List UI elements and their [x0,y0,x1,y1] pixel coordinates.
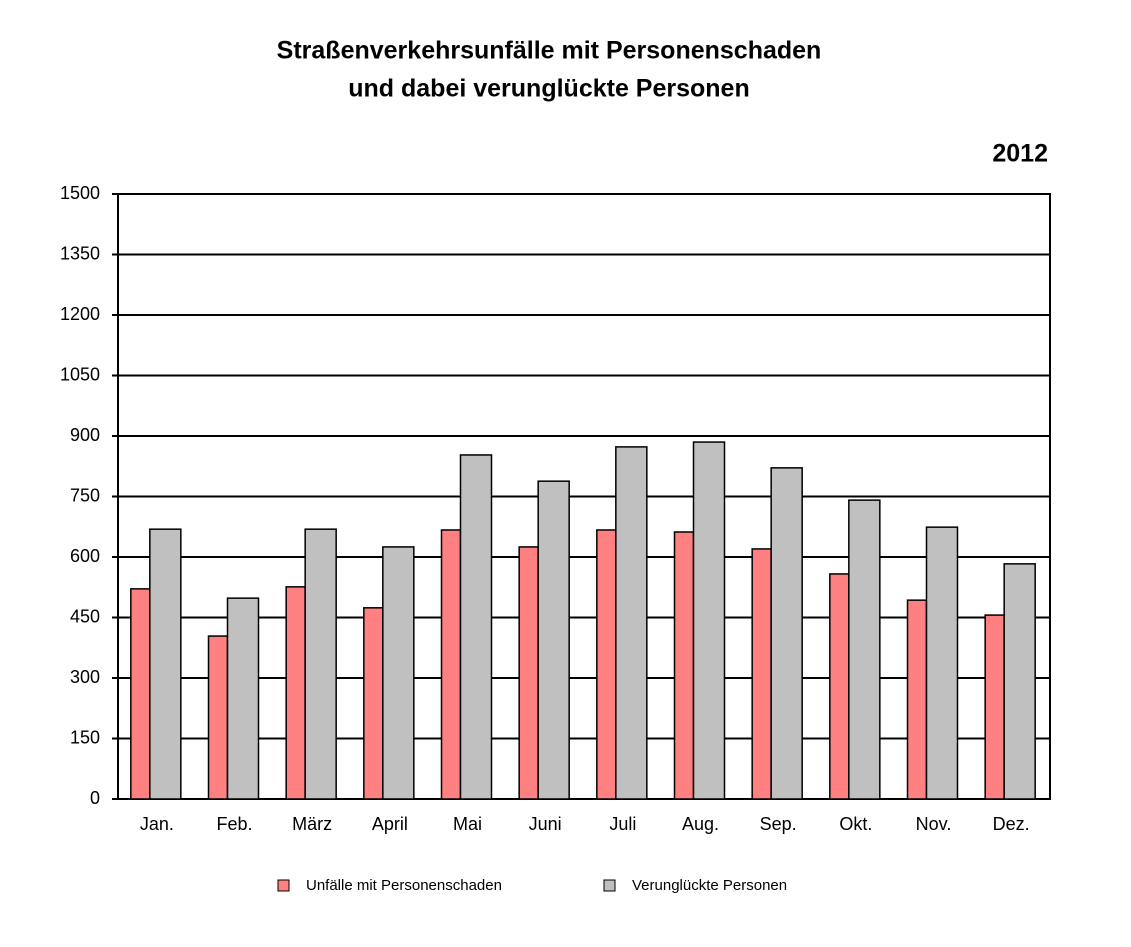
bar [304,528,337,800]
x-tick-label: Jan. [140,814,174,834]
y-tick-label: 1200 [60,304,100,324]
y-tick-label: 1350 [60,243,100,263]
x-tick-label: Juli [609,814,636,834]
bar [848,499,881,800]
bar [226,597,260,800]
bar [906,599,928,800]
chart-title: Straßenverkehrsunfälle mit Personenschad… [277,37,822,65]
y-tick-label: 0 [90,788,100,808]
bar [925,526,959,800]
y-tick-label: 450 [70,606,100,626]
bar [984,614,1005,800]
bar [518,546,539,800]
x-tick-label: Juni [529,814,562,834]
x-tick-label: April [372,814,408,834]
legend-text: Unfälle mit Personenschaden [306,877,502,894]
y-tick-label: 150 [70,727,100,747]
x-tick-label: Mai [453,814,482,834]
x-tick-label: Aug. [682,814,719,834]
bar [673,531,695,800]
legend-swatch [603,879,616,892]
legend-text: Verunglückte Personen [632,877,787,894]
bar [363,607,384,800]
y-tick-label: 1050 [60,364,100,384]
bar [459,454,493,800]
x-tick-label: März [292,814,332,834]
bar [692,441,726,800]
y-tick-label: 600 [70,546,100,566]
bar [440,529,462,800]
bar [596,529,617,800]
bar [149,528,182,800]
y-tick-label: 1500 [60,183,100,203]
bar [770,467,803,800]
legend-swatch [277,879,290,892]
y-tick-label: 900 [70,425,100,445]
bar [130,588,151,800]
chart-title: und dabei verunglückte Personen [348,75,749,103]
bar [382,546,415,800]
x-tick-label: Sep. [760,814,797,834]
bar [207,635,229,800]
x-tick-label: Dez. [993,814,1030,834]
bar [751,548,772,800]
x-tick-label: Feb. [216,814,252,834]
annotation: 2012 [992,140,1048,168]
bar [537,480,570,800]
bar [615,446,648,800]
bar [1003,563,1036,800]
y-tick-label: 300 [70,667,100,687]
bar [285,586,306,800]
x-tick-label: Okt. [839,814,872,834]
y-tick-label: 750 [70,485,100,505]
bar [829,573,850,800]
x-tick-label: Nov. [916,814,952,834]
